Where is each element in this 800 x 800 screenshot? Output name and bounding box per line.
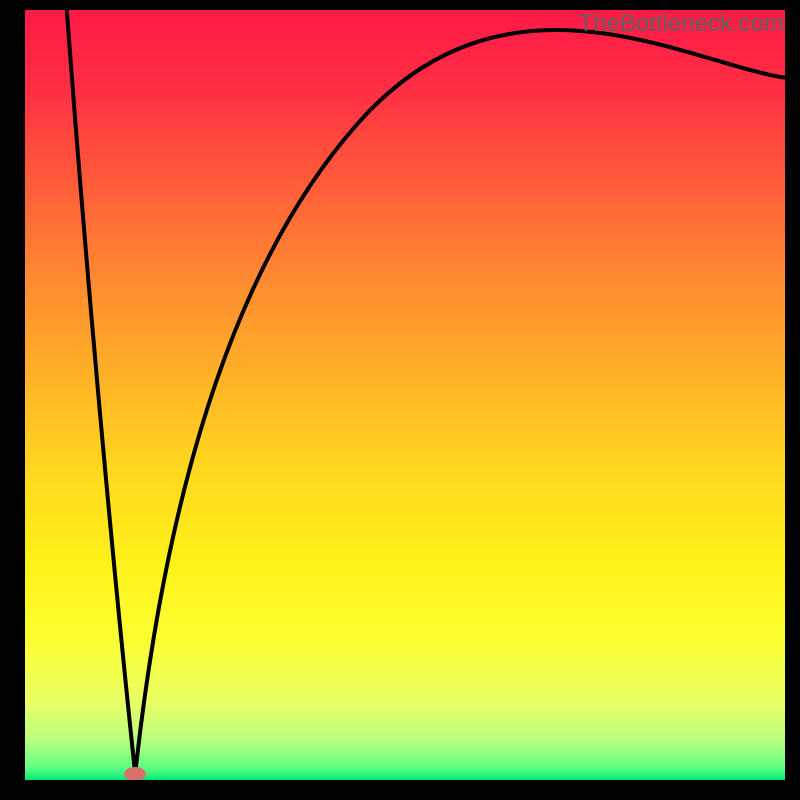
bottleneck-curve <box>67 10 785 774</box>
minimum-marker <box>124 767 146 780</box>
plot-area <box>25 10 785 780</box>
chart-container: TheBottleneck.com <box>0 0 800 800</box>
watermark-text: TheBottleneck.com <box>579 10 784 38</box>
curve-layer <box>25 10 785 780</box>
